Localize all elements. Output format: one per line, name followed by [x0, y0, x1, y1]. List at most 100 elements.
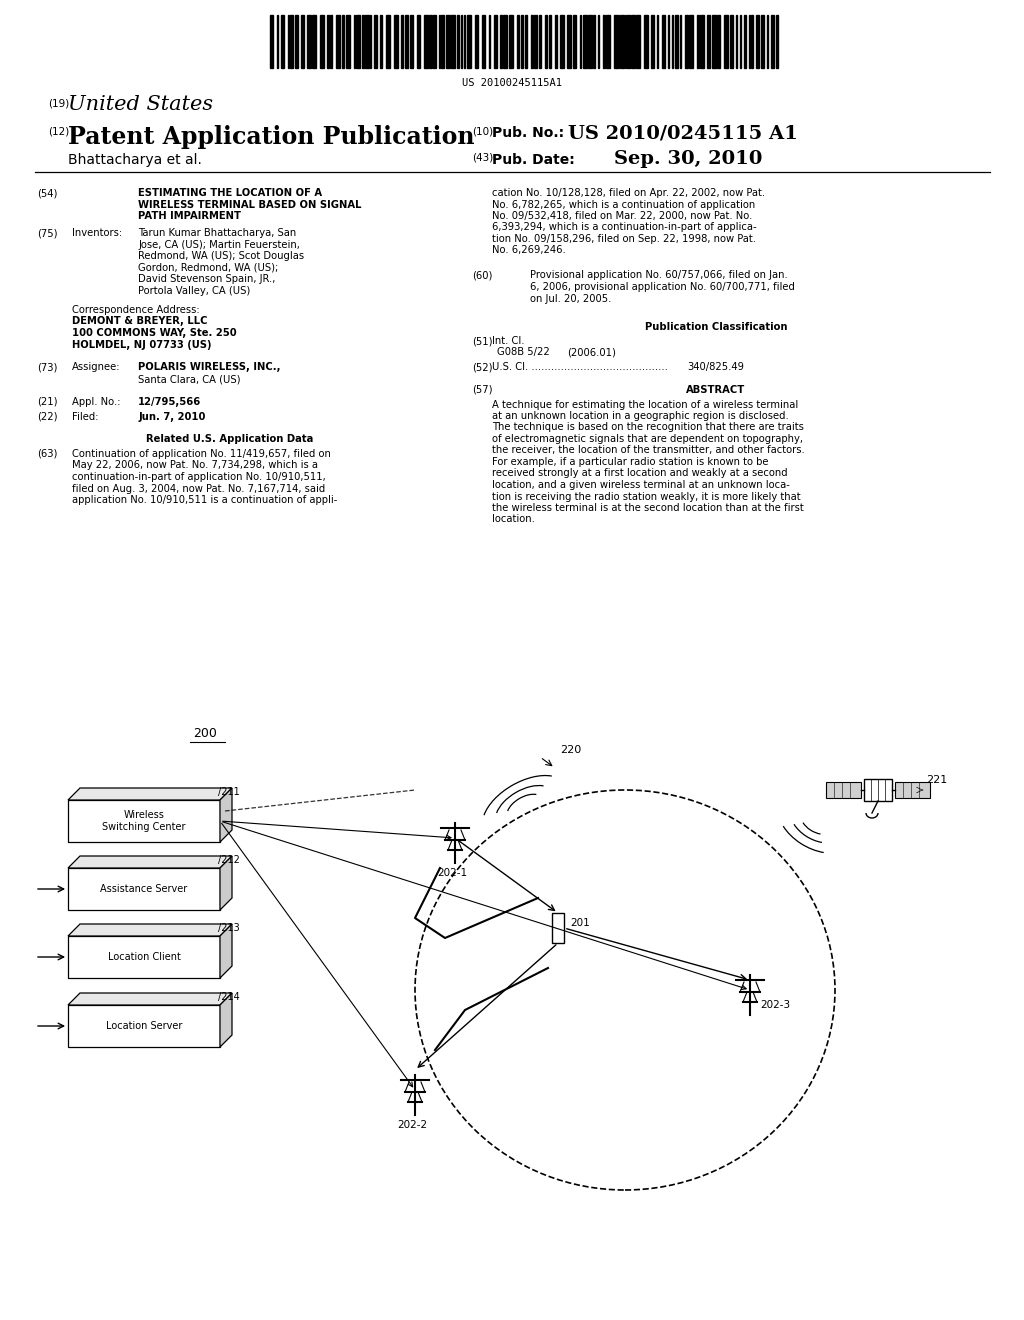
Bar	[525, 15, 527, 69]
Text: at an unknown location in a geographic region is disclosed.: at an unknown location in a geographic r…	[492, 411, 788, 421]
Bar	[374, 15, 377, 69]
Bar	[534, 15, 537, 69]
Bar	[424, 15, 428, 69]
Text: Wireless
Switching Center: Wireless Switching Center	[102, 809, 185, 832]
Polygon shape	[68, 924, 232, 936]
Text: (52): (52)	[472, 362, 493, 372]
Text: the wireless terminal is at the second location than at the first: the wireless terminal is at the second l…	[492, 503, 804, 513]
Polygon shape	[826, 781, 861, 799]
Polygon shape	[68, 869, 220, 909]
Bar	[319, 15, 324, 69]
Text: United States: United States	[68, 95, 213, 114]
Bar	[588, 15, 592, 69]
Text: May 22, 2006, now Pat. No. 7,734,298, which is a: May 22, 2006, now Pat. No. 7,734,298, wh…	[72, 461, 318, 470]
Text: Assistance Server: Assistance Server	[100, 884, 187, 894]
Text: Gordon, Redmond, WA (US);: Gordon, Redmond, WA (US);	[138, 263, 279, 272]
Text: David Stevenson Spain, JR.,: David Stevenson Spain, JR.,	[138, 275, 275, 284]
Bar	[636, 15, 640, 69]
Text: 6,393,294, which is a continuation-in-part of applica-: 6,393,294, which is a continuation-in-pa…	[492, 223, 757, 232]
Bar	[603, 15, 605, 69]
Bar	[744, 15, 746, 69]
Text: ESTIMATING THE LOCATION OF A: ESTIMATING THE LOCATION OF A	[138, 187, 323, 198]
Bar	[295, 15, 298, 69]
Bar	[342, 15, 344, 69]
Bar	[446, 15, 450, 69]
Bar	[290, 15, 293, 69]
Text: No. 6,782,265, which is a continuation of application: No. 6,782,265, which is a continuation o…	[492, 199, 756, 210]
Text: Portola Valley, CA (US): Portola Valley, CA (US)	[138, 285, 250, 296]
Text: Int. Cl.: Int. Cl.	[492, 337, 524, 346]
Text: For example, if a particular radio station is known to be: For example, if a particular radio stati…	[492, 457, 768, 467]
Bar	[503, 15, 507, 69]
Text: 200: 200	[194, 727, 217, 741]
Bar	[567, 15, 571, 69]
Bar	[751, 15, 753, 69]
Text: Location Server: Location Server	[105, 1020, 182, 1031]
Text: 12/795,566: 12/795,566	[138, 397, 202, 407]
Bar	[627, 15, 630, 69]
Bar	[301, 15, 304, 69]
Polygon shape	[220, 924, 232, 978]
Text: (51): (51)	[472, 337, 493, 346]
Text: 220: 220	[560, 744, 582, 755]
Bar	[560, 15, 564, 69]
Bar	[346, 15, 350, 69]
Text: The technique is based on the recognition that there are traits: The technique is based on the recognitio…	[492, 422, 804, 433]
Text: Publication Classification: Publication Classification	[645, 322, 787, 331]
Text: Jose, CA (US); Martin Feuerstein,: Jose, CA (US); Martin Feuerstein,	[138, 239, 300, 249]
Bar	[644, 15, 648, 69]
Polygon shape	[220, 855, 232, 909]
Text: U.S. Cl. ..........................................: U.S. Cl. ...............................…	[492, 362, 668, 372]
Bar	[724, 15, 728, 69]
Bar	[771, 15, 774, 69]
Bar	[583, 15, 587, 69]
Text: Correspondence Address:: Correspondence Address:	[72, 305, 200, 315]
Text: tion No. 09/158,296, filed on Sep. 22, 1998, now Pat.: tion No. 09/158,296, filed on Sep. 22, 1…	[492, 234, 756, 244]
Text: (12): (12)	[48, 125, 70, 136]
Text: Pub. No.:: Pub. No.:	[492, 125, 564, 140]
Polygon shape	[864, 779, 892, 801]
Bar	[606, 15, 610, 69]
Text: Assignee:: Assignee:	[72, 363, 121, 372]
Text: Redmond, WA (US); Scot Douglas: Redmond, WA (US); Scot Douglas	[138, 251, 304, 261]
Bar	[494, 15, 497, 69]
Bar	[700, 15, 705, 69]
Text: (73): (73)	[37, 363, 57, 372]
Bar	[410, 15, 413, 69]
Bar	[685, 15, 688, 69]
Text: application No. 10/910,511 is a continuation of appli-: application No. 10/910,511 is a continua…	[72, 495, 337, 506]
Polygon shape	[68, 788, 232, 800]
Bar	[336, 15, 340, 69]
Text: 221: 221	[926, 775, 947, 785]
Text: ABSTRACT: ABSTRACT	[686, 385, 745, 395]
Text: US 20100245115A1: US 20100245115A1	[462, 78, 562, 88]
Bar	[482, 15, 485, 69]
Text: filed on Aug. 3, 2004, now Pat. No. 7,167,714, said: filed on Aug. 3, 2004, now Pat. No. 7,16…	[72, 483, 326, 494]
Bar	[717, 15, 720, 69]
Bar	[500, 15, 502, 69]
Text: continuation-in-part of application No. 10/910,511,: continuation-in-part of application No. …	[72, 473, 326, 482]
Bar	[365, 15, 369, 69]
Bar	[651, 15, 654, 69]
Text: /214: /214	[218, 993, 240, 1002]
Polygon shape	[68, 1005, 220, 1047]
Bar	[307, 15, 311, 69]
Text: Related U.S. Application Data: Related U.S. Application Data	[146, 434, 313, 445]
Bar	[457, 15, 459, 69]
Bar	[406, 15, 408, 69]
Text: No. 6,269,246.: No. 6,269,246.	[492, 246, 565, 256]
Bar	[697, 15, 699, 69]
Bar	[362, 15, 364, 69]
Text: tion is receiving the radio station weakly, it is more likely that: tion is receiving the radio station weak…	[492, 491, 801, 502]
Text: DEMONT & BREYER, LLC: DEMONT & BREYER, LLC	[72, 317, 208, 326]
Bar	[621, 15, 624, 69]
Polygon shape	[220, 993, 232, 1047]
Bar	[327, 15, 329, 69]
Text: (54): (54)	[37, 187, 57, 198]
Bar	[555, 15, 557, 69]
Text: No. 09/532,418, filed on Mar. 22, 2000, now Pat. No.: No. 09/532,418, filed on Mar. 22, 2000, …	[492, 211, 753, 220]
Bar	[429, 15, 432, 69]
Bar	[593, 15, 595, 69]
Bar	[689, 15, 693, 69]
Text: (2006.01): (2006.01)	[567, 347, 615, 358]
